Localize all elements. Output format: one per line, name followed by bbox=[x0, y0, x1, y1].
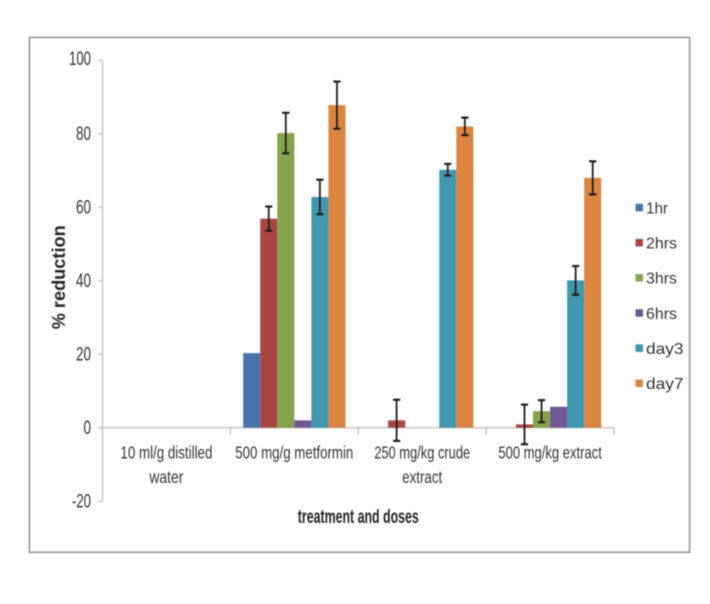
svg-text:% reduction: % reduction bbox=[49, 225, 69, 329]
svg-text:500 mg/g metformin: 500 mg/g metformin bbox=[235, 443, 353, 463]
svg-text:treatment and doses: treatment and doses bbox=[298, 506, 419, 528]
svg-text:20: 20 bbox=[76, 345, 91, 366]
svg-text:water: water bbox=[149, 467, 184, 487]
svg-text:1hr: 1hr bbox=[646, 200, 669, 217]
svg-text:2hrs: 2hrs bbox=[646, 236, 677, 253]
svg-text:-20: -20 bbox=[72, 492, 91, 513]
svg-text:day7: day7 bbox=[646, 376, 684, 393]
svg-text:80: 80 bbox=[76, 124, 91, 145]
svg-text:day3: day3 bbox=[646, 341, 684, 358]
svg-text:60: 60 bbox=[76, 198, 91, 219]
svg-text:6hrs: 6hrs bbox=[646, 306, 677, 323]
svg-text:40: 40 bbox=[76, 271, 91, 292]
svg-text:500 mg/kg extract: 500 mg/kg extract bbox=[498, 443, 602, 463]
svg-text:0: 0 bbox=[84, 418, 92, 439]
svg-text:10 ml/g distilled: 10 ml/g distilled bbox=[120, 443, 212, 463]
svg-text:3hrs: 3hrs bbox=[646, 271, 677, 288]
svg-text:extract: extract bbox=[402, 467, 442, 487]
svg-text:100: 100 bbox=[69, 49, 91, 70]
svg-text:250 mg/kg crude: 250 mg/kg crude bbox=[374, 443, 470, 463]
